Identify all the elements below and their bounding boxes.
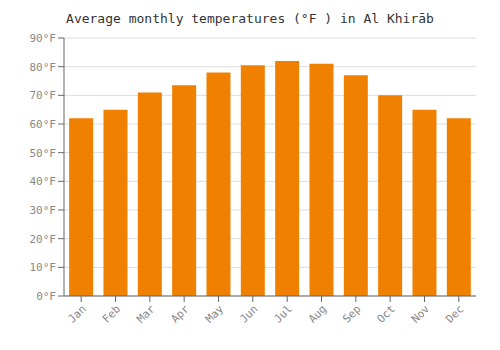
svg-text:Nov: Nov	[409, 302, 433, 326]
svg-text:Sep: Sep	[340, 302, 363, 325]
svg-text:30°F: 30°F	[30, 204, 57, 217]
svg-text:Jul: Jul	[272, 302, 295, 325]
svg-text:50°F: 50°F	[30, 147, 57, 160]
svg-text:60°F: 60°F	[30, 118, 57, 131]
svg-text:70°F: 70°F	[30, 89, 57, 102]
svg-text:Feb: Feb	[100, 302, 123, 325]
svg-text:Mar: Mar	[134, 302, 158, 326]
svg-text:Jan: Jan	[66, 302, 89, 325]
svg-text:Jun: Jun	[237, 302, 260, 325]
html-text:Average monthly temperatures (: Average monthly temperatures (°F ) in Al…	[66, 11, 434, 26]
svg-text:Apr: Apr	[169, 302, 193, 326]
svg-text:90°F: 90°F	[30, 32, 57, 45]
svg-text:Oct: Oct	[375, 302, 398, 325]
svg-text:20°F: 20°F	[30, 233, 57, 246]
svg-text:0°F: 0°F	[36, 290, 56, 303]
svg-text:10°F: 10°F	[30, 261, 57, 274]
svg-text:Aug: Aug	[306, 302, 329, 325]
svg-text:40°F: 40°F	[30, 175, 57, 188]
svg-text:May: May	[203, 302, 227, 326]
svg-text:Dec: Dec	[443, 302, 466, 325]
svg-text:80°F: 80°F	[30, 61, 57, 74]
